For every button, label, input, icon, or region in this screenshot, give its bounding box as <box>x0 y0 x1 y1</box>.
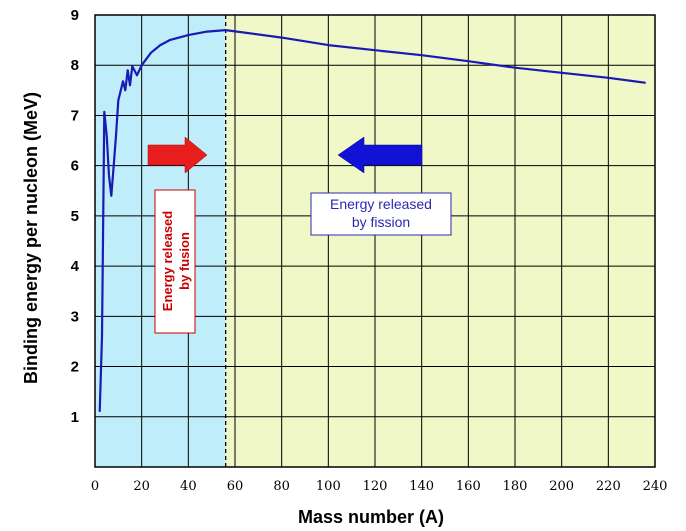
y-tick-label: 9 <box>71 7 79 24</box>
fission-label-box <box>310 192 452 236</box>
fission-label-line-1: Energy released <box>330 196 432 212</box>
y-tick-label: 8 <box>71 57 79 74</box>
y-tick-label: 4 <box>71 258 80 275</box>
fission-label-line-2: by fission <box>352 214 410 230</box>
x-tick-label: 60 <box>227 479 244 494</box>
y-tick-label: 7 <box>71 107 79 124</box>
x-tick-label: 180 <box>503 479 528 494</box>
x-tick-label: 140 <box>409 479 434 494</box>
x-tick-labels: 0 20 40 60 80 100 120 140 160 180 200 220 240 <box>91 479 668 494</box>
fission-arrow-icon <box>337 136 423 174</box>
y-tick-label: 2 <box>71 359 79 376</box>
x-tick-label: 220 <box>596 479 621 494</box>
frame-border <box>94 14 656 468</box>
plot-frame <box>94 14 656 468</box>
x-tick-label: 200 <box>549 479 574 494</box>
x-tick-label: 40 <box>180 479 197 494</box>
fusion-label-line-2: by fusion <box>177 232 192 290</box>
x-tick-label: 100 <box>316 479 341 494</box>
y-tick-label: 6 <box>71 158 79 175</box>
x-tick-label: 120 <box>363 479 388 494</box>
y-axis-title: Binding energy per nucleon (MeV) <box>21 92 41 384</box>
curve-layer <box>98 29 646 412</box>
grid-lines <box>94 14 656 467</box>
x-tick-label: 240 <box>643 479 668 494</box>
y-tick-labels: 1 2 3 4 5 6 7 8 9 <box>71 7 80 426</box>
x-tick-label: 0 <box>91 479 99 494</box>
fusion-arrow-icon <box>147 136 208 174</box>
y-tick-label: 1 <box>71 409 79 426</box>
x-tick-label: 160 <box>456 479 481 494</box>
y-tick-label: 3 <box>71 308 79 325</box>
x-tick-label: 80 <box>273 479 290 494</box>
fusion-label-line-1: Energy released <box>160 211 175 312</box>
binding-energy-curve <box>98 29 646 412</box>
fusion-label-box <box>154 189 196 334</box>
x-tick-label: 20 <box>133 479 150 494</box>
x-axis-title: Mass number (A) <box>298 507 444 527</box>
shaded-regions <box>95 15 655 467</box>
region-1 <box>225 15 655 467</box>
y-tick-label: 5 <box>71 208 79 225</box>
